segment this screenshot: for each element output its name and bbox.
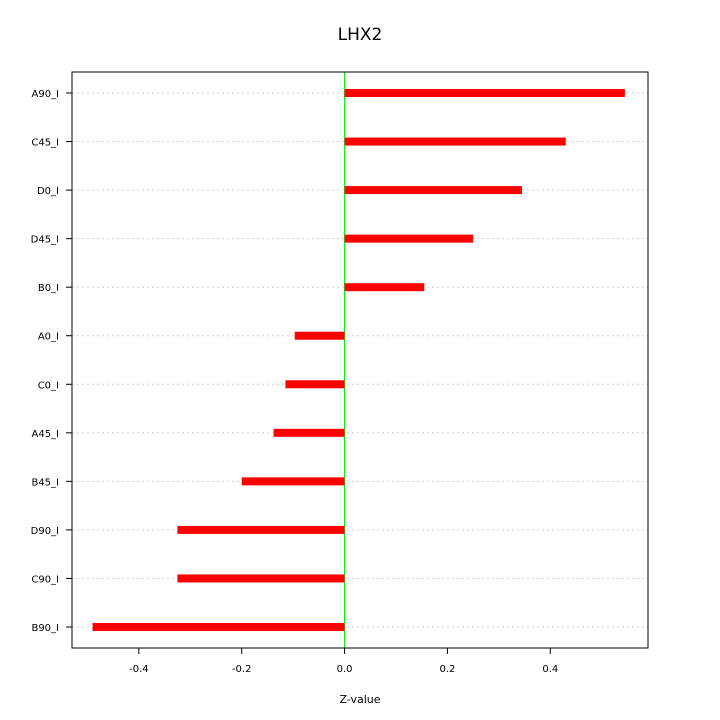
grid [72, 92, 648, 628]
y-tick-label: B0_I [38, 283, 59, 294]
y-tick-label: C90_I [31, 574, 59, 585]
bar-B0_I [344, 283, 425, 292]
y-tick-label: D90_I [31, 526, 59, 537]
bar-C45_I [344, 137, 566, 146]
y-tick-label: D0_I [37, 186, 59, 197]
bar-C0_I [285, 380, 345, 389]
bar-D90_I [177, 525, 345, 534]
y-tick-label: B45_I [31, 477, 59, 488]
x-axis-title: Z-value [339, 693, 380, 706]
x-tick-label: 0.4 [542, 664, 558, 675]
bar-C90_I [177, 574, 345, 583]
y-tick-label: B90_I [31, 623, 59, 634]
y-tick-label: A90_I [31, 89, 59, 100]
x-tick-label: -0.4 [129, 664, 149, 675]
bar-A45_I [273, 428, 345, 437]
x-tick-label: 0.0 [337, 664, 353, 675]
bars [92, 89, 625, 631]
y-tick-label: A45_I [31, 429, 59, 440]
y-tick-label: A0_I [38, 332, 59, 343]
x-tick-label: -0.2 [232, 664, 252, 675]
bar-A90_I [344, 89, 625, 97]
x-axis: -0.4 -0.2 0.0 0.2 0.4 [129, 648, 558, 675]
y-tick-label: C0_I [38, 380, 59, 391]
bar-B45_I [241, 477, 345, 486]
y-tick-label: D45_I [31, 235, 59, 246]
bar-B90_I [92, 623, 345, 631]
bar-D0_I [344, 186, 522, 195]
y-axis: A90_I C45_I D0_I D45_I B0_I A0_I C0_I A45_I B45_… [31, 89, 72, 634]
bar-A0_I [294, 331, 345, 340]
chart-title: LHX2 [338, 25, 383, 45]
y-tick-label: C45_I [31, 138, 59, 149]
x-tick-label: 0.2 [439, 664, 455, 675]
bar-D45_I [344, 234, 474, 243]
plot-frame [71, 71, 649, 649]
